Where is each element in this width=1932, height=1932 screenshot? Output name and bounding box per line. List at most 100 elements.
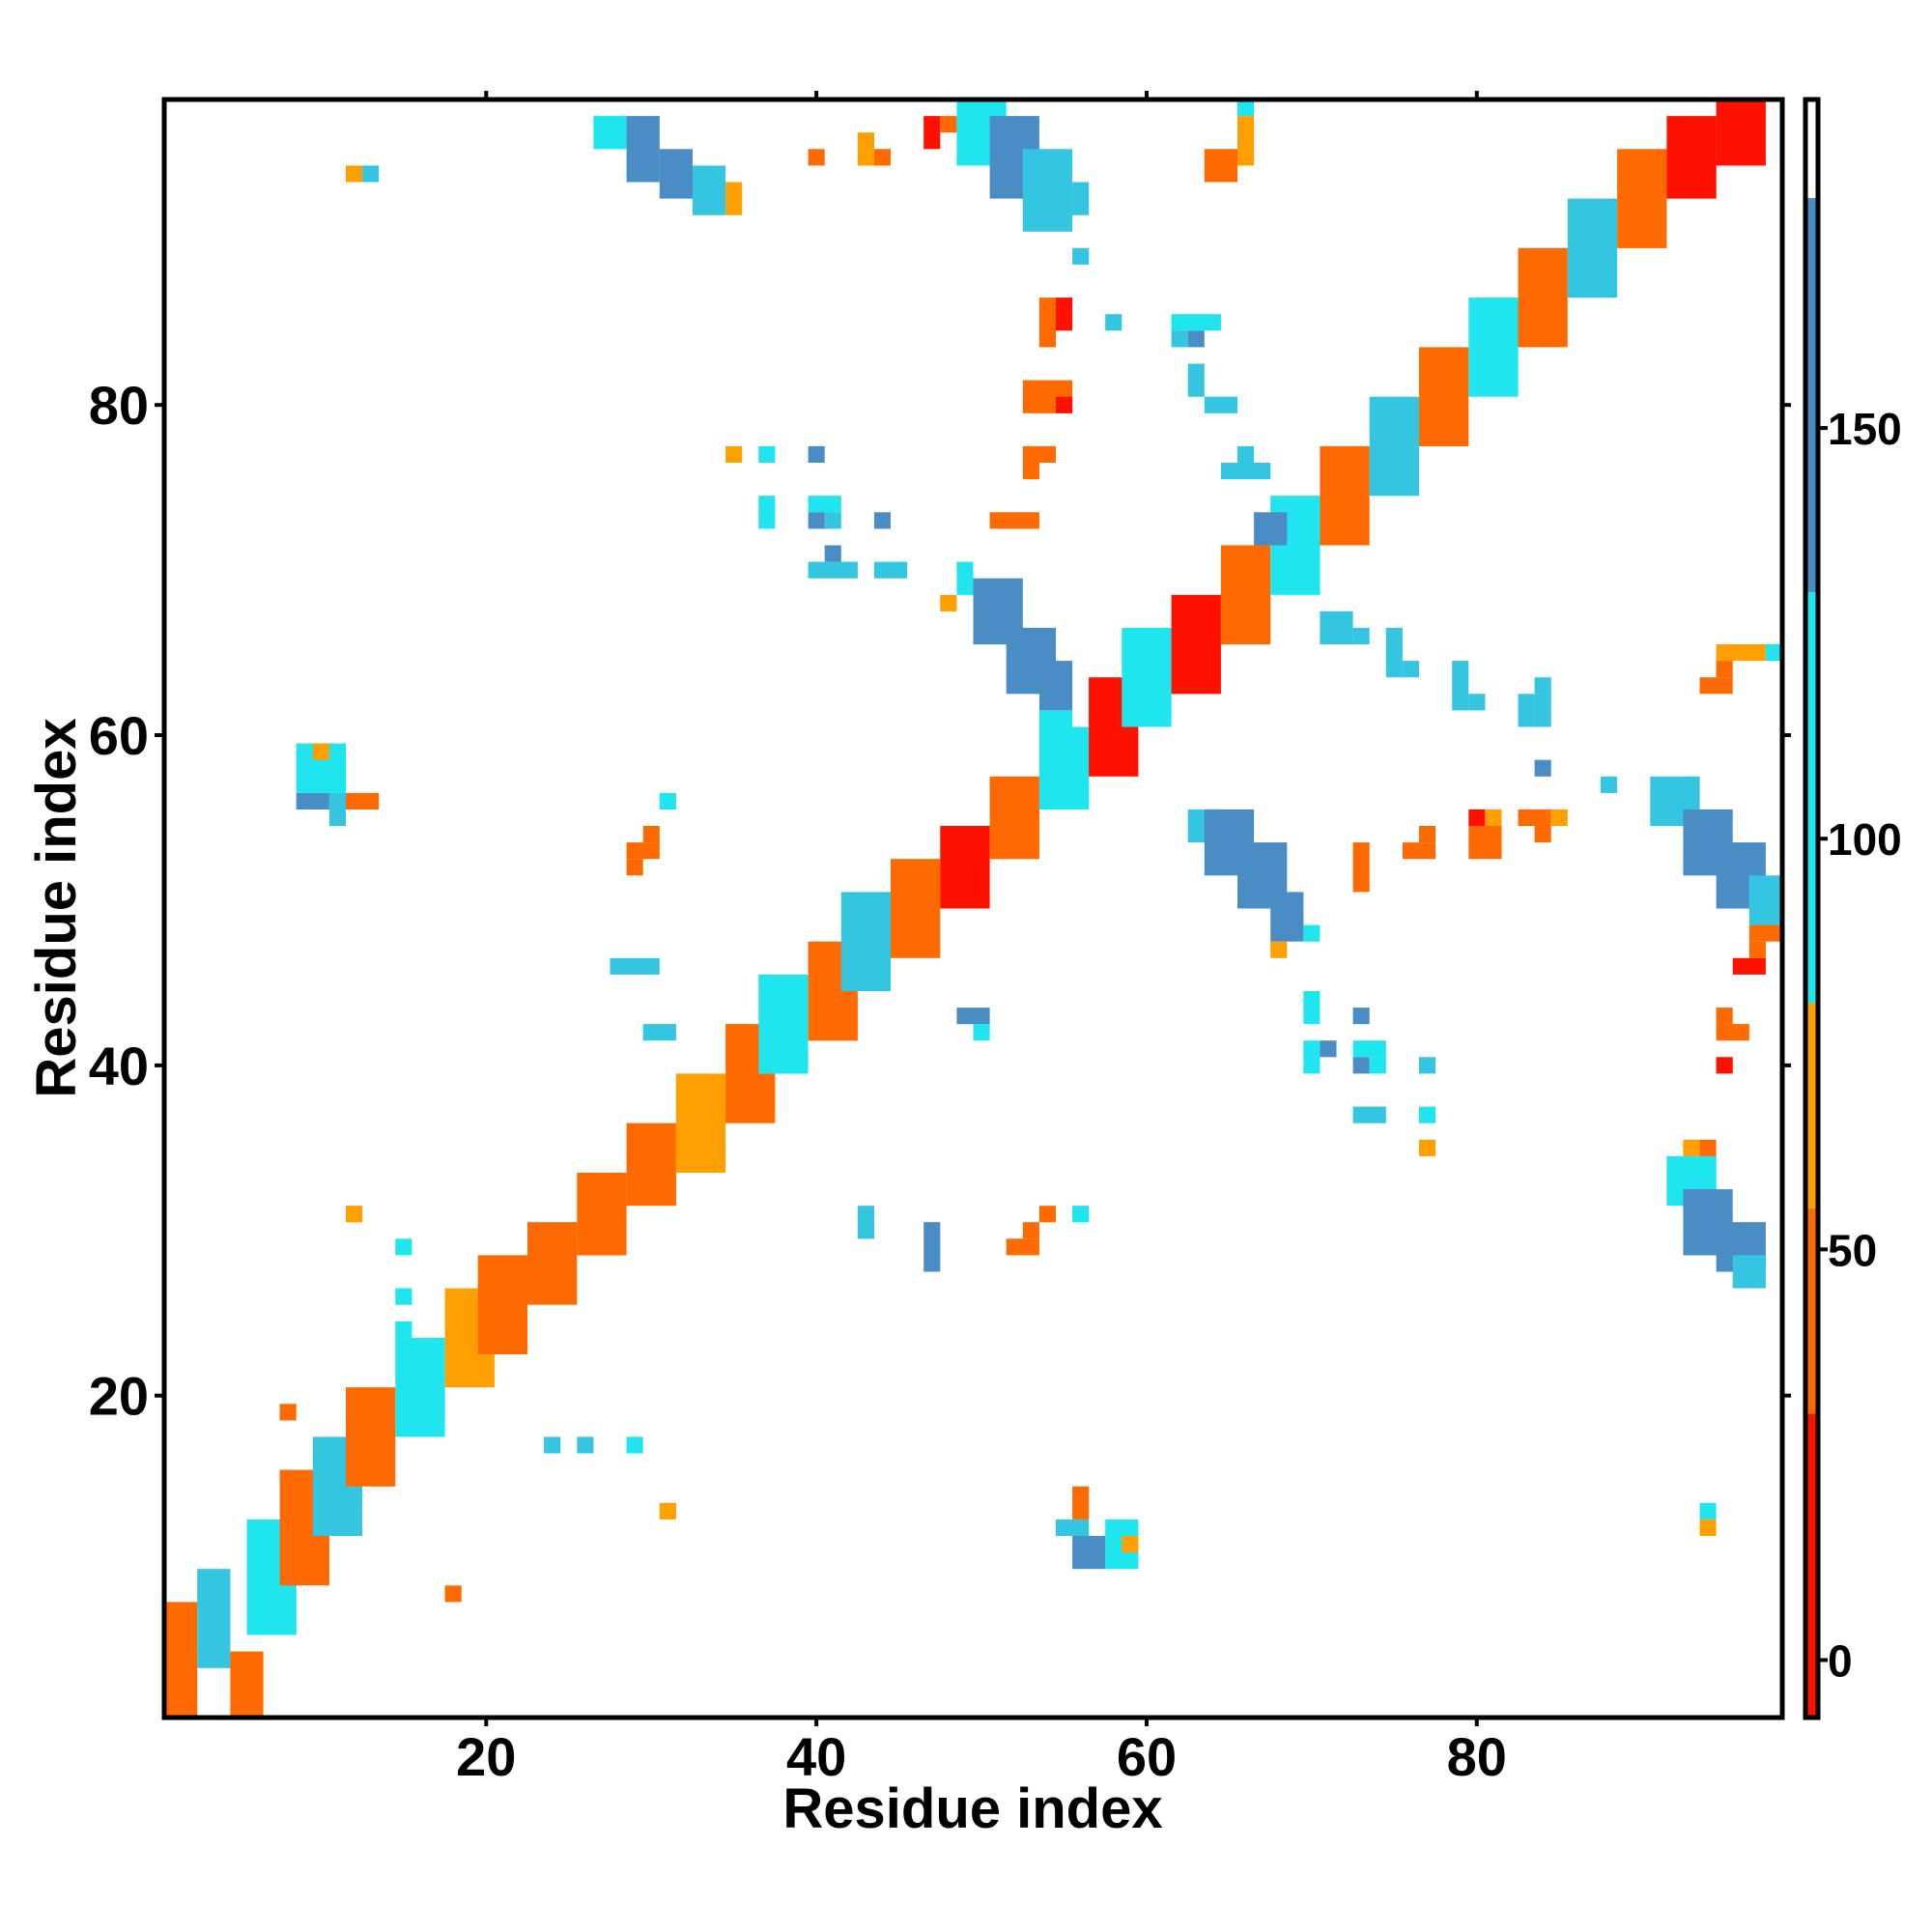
heatmap-cells — [164, 99, 1782, 1718]
heatmap-cell-block — [1419, 1106, 1436, 1123]
heatmap-cell-block — [593, 116, 627, 150]
heatmap-cell-block — [1038, 661, 1073, 711]
heatmap-cell-block — [1352, 1008, 1370, 1025]
heatmap-cell-block — [891, 859, 941, 958]
heatmap-cell-block — [725, 445, 743, 463]
heatmap-cell-block — [1237, 445, 1255, 463]
heatmap-cell-block — [1204, 396, 1237, 413]
heatmap-cell-block — [610, 957, 660, 975]
heatmap-cell-block — [1038, 726, 1090, 810]
heatmap-cell-block — [1748, 924, 1782, 942]
colorbar-tick-label: 100 — [1828, 814, 1902, 865]
heatmap-cell-block — [1038, 298, 1056, 348]
y-tick-label: 60 — [89, 705, 149, 766]
colorbar-tick-label: 50 — [1828, 1225, 1877, 1275]
heatmap-cell-block — [296, 792, 329, 810]
heatmap-cell-block — [312, 743, 329, 760]
heatmap-cell-block — [1171, 594, 1221, 695]
heatmap-cell-block — [1716, 644, 1766, 662]
heatmap-cell-block — [1352, 1040, 1386, 1058]
heatmap-cell-block — [824, 512, 841, 529]
x-axis-ticks: 20 40 60 80 — [456, 91, 1507, 1787]
heatmap-cell-block — [1171, 314, 1221, 331]
heatmap-cell-block — [1402, 661, 1419, 678]
heatmap-cell-block — [1369, 396, 1419, 497]
heatmap-cell-block — [1666, 116, 1717, 199]
heatmap-cell-block — [840, 892, 892, 991]
heatmap-cell-block — [873, 149, 891, 166]
heatmap-cell-block — [1419, 1139, 1436, 1156]
heatmap-cell-block — [675, 1073, 726, 1173]
heatmap-cell-block — [1056, 1519, 1090, 1536]
heatmap-cell-block — [659, 1502, 676, 1520]
heatmap-cell-block — [1369, 1057, 1386, 1074]
heatmap-cell-block — [642, 826, 660, 843]
heatmap-cell-block — [1072, 247, 1090, 265]
heatmap-cell-block — [1699, 1519, 1717, 1536]
heatmap-cell-block — [808, 445, 825, 463]
colorbar-band — [1805, 1208, 1818, 1414]
x-tick-label: 80 — [1447, 1726, 1507, 1787]
heatmap-cell-block — [1237, 116, 1255, 166]
heatmap-cell-block — [1748, 941, 1766, 958]
heatmap-cell-block — [1534, 826, 1551, 843]
x-tick-label: 40 — [786, 1726, 846, 1787]
heatmap-cell-block — [1716, 1024, 1749, 1041]
heatmap-cell-block — [1352, 842, 1370, 893]
heatmap-cell-block — [873, 512, 891, 529]
heatmap-cell-block — [346, 1387, 396, 1487]
heatmap-cell-block — [1732, 1255, 1766, 1289]
heatmap-cell-block — [1716, 99, 1766, 166]
heatmap-cell-block — [1716, 1057, 1733, 1074]
heatmap-cell-block — [857, 132, 874, 166]
heatmap-cell-block — [1072, 182, 1090, 215]
heatmap-cell-block — [1204, 149, 1237, 183]
colorbar-frame — [1803, 97, 1821, 1720]
heatmap-cell-block — [1716, 1008, 1733, 1025]
heatmap-cell-block — [1038, 710, 1073, 727]
heatmap-cell-block — [923, 1222, 941, 1272]
heatmap-cell-block — [346, 165, 363, 183]
colorbar-tick-label: 0 — [1828, 1635, 1853, 1686]
heatmap-cell-block — [1022, 1222, 1039, 1239]
heatmap-cell-block — [1270, 941, 1288, 958]
heatmap-cell-block — [1022, 445, 1056, 463]
heatmap-cell-block — [956, 1008, 990, 1025]
heatmap-cell-block — [989, 512, 1039, 529]
heatmap-cell-block — [1038, 1206, 1056, 1223]
colorbar-ticks: 0 50 100 150 — [1818, 404, 1902, 1686]
heatmap-cell-block — [758, 974, 809, 1074]
heatmap-cell-block — [1601, 776, 1618, 793]
heatmap-cell-block — [1699, 1502, 1717, 1520]
heatmap-cell-block — [444, 1585, 462, 1603]
heatmap-cell-block — [940, 116, 957, 133]
heatmap-cell-block — [1716, 661, 1733, 678]
heatmap-cell-block — [230, 1651, 264, 1718]
heatmap-cell-block — [1187, 330, 1205, 348]
plot-frame — [161, 97, 1785, 1720]
heatmap-cell-block — [395, 1288, 412, 1305]
heatmap-cell-block — [1303, 1040, 1321, 1074]
heatmap-cell-block — [659, 149, 693, 199]
heatmap-cell-block — [362, 165, 380, 183]
heatmap-cell-block — [1765, 644, 1782, 662]
heatmap-cell-block — [1699, 677, 1733, 695]
heatmap-cell-block — [395, 1337, 445, 1437]
y-tick-label: 80 — [89, 375, 149, 436]
heatmap-cell-block — [328, 792, 346, 827]
heatmap-cell-block — [1220, 463, 1271, 480]
heatmap-cell-block — [1072, 1536, 1106, 1570]
heatmap-cell-block — [1303, 924, 1321, 942]
heatmap-cell-block — [1270, 892, 1304, 942]
heatmap-cell-block — [544, 1436, 561, 1454]
heatmap-cell-block — [1122, 627, 1172, 727]
colorbar-band — [1805, 198, 1818, 593]
heatmap-cell-block — [1187, 363, 1205, 397]
heatmap-cell-block — [1518, 247, 1568, 348]
heatmap-cell-block — [940, 594, 957, 611]
heatmap-cell-block — [1320, 445, 1370, 546]
heatmap-cell-block — [346, 1206, 363, 1223]
y-tick-label: 40 — [89, 1036, 149, 1096]
heatmap-cell-block — [1567, 198, 1618, 298]
heatmap-cell-block — [577, 1436, 594, 1454]
